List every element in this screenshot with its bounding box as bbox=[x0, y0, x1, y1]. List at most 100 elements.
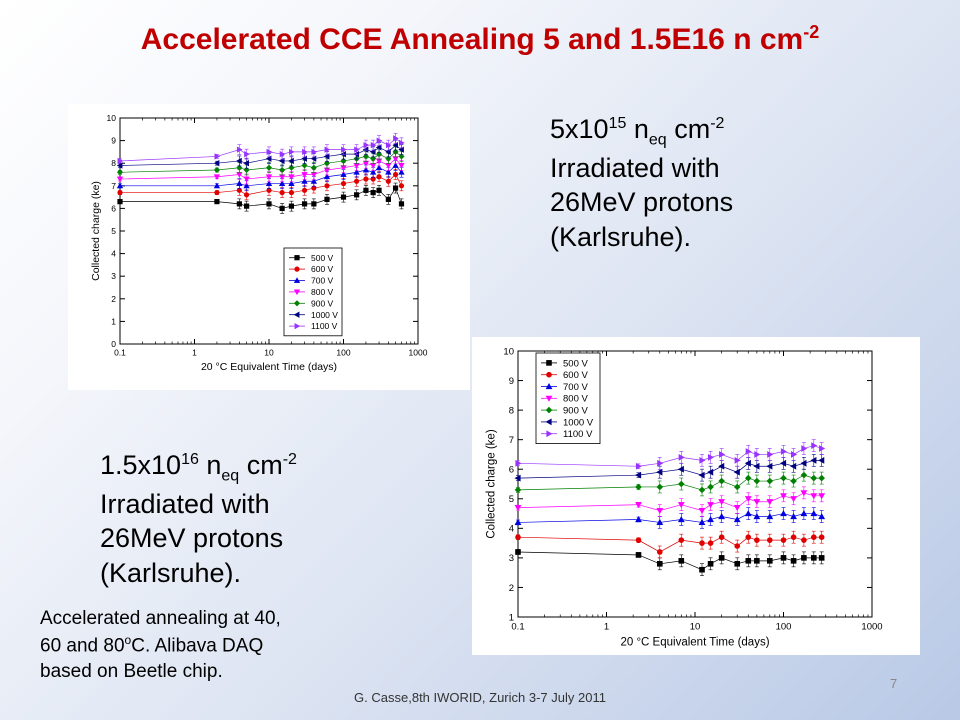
data-point bbox=[745, 448, 752, 455]
data-point bbox=[818, 513, 826, 520]
fluence-note-5e15: 5x1015 neq cm-2 Irradiated with 26MeV pr… bbox=[550, 112, 870, 255]
data-point bbox=[719, 451, 726, 458]
legend-marker bbox=[293, 289, 301, 296]
data-point bbox=[678, 454, 685, 461]
data-point bbox=[801, 537, 807, 543]
data-point bbox=[370, 155, 377, 162]
series-line bbox=[517, 536, 822, 553]
data-point bbox=[279, 151, 286, 158]
data-point bbox=[288, 174, 295, 181]
data-point bbox=[279, 189, 285, 196]
data-point bbox=[801, 445, 808, 452]
data-point bbox=[370, 189, 376, 196]
degree-sup: o bbox=[124, 632, 132, 647]
data-point bbox=[718, 462, 725, 470]
legend-label: 800 V bbox=[563, 394, 588, 405]
data-point bbox=[753, 499, 761, 506]
data-point bbox=[310, 155, 317, 162]
fluence-eq: eq bbox=[648, 131, 667, 149]
data-point bbox=[656, 549, 663, 555]
y-tick-label: 8 bbox=[509, 405, 514, 416]
data-point bbox=[698, 486, 706, 494]
y-tick-label: 7 bbox=[509, 435, 514, 446]
slide-title-text: Accelerated CCE Annealing 5 and 1.5E16 n… bbox=[140, 23, 804, 56]
data-point bbox=[810, 474, 818, 482]
data-point bbox=[718, 499, 726, 506]
data-point bbox=[375, 151, 383, 158]
series-700-v bbox=[116, 160, 405, 192]
irradiation-line: Irradiated with bbox=[550, 152, 720, 183]
chart-5e15: 0.1 1 10 100 1000 0 1 2 3 4 5 6 7 8 9 10 20 °C Equivalen… bbox=[90, 113, 428, 373]
data-point bbox=[678, 558, 685, 564]
data-point bbox=[707, 468, 714, 476]
legend-label: 1100 V bbox=[563, 429, 593, 440]
facility-line: (Karlsruhe). bbox=[100, 557, 242, 588]
chart-panel-1-5e16: 0.1 1 10 100 1000 1 2 3 4 5 6 7 8 9 10 20 °C Equivalent… bbox=[472, 337, 920, 655]
data-point bbox=[800, 471, 808, 479]
series-line bbox=[119, 151, 402, 173]
data-point bbox=[354, 192, 360, 198]
data-point bbox=[243, 192, 250, 198]
data-point bbox=[398, 201, 405, 207]
data-point bbox=[363, 187, 369, 193]
data-point bbox=[117, 189, 123, 196]
data-point bbox=[376, 137, 383, 144]
data-point bbox=[301, 187, 308, 193]
data-point bbox=[279, 205, 285, 211]
legend-marker bbox=[293, 311, 300, 318]
data-point bbox=[780, 448, 787, 455]
series-1000-v bbox=[514, 454, 825, 482]
fluence-unit: cm bbox=[666, 114, 711, 144]
data-point bbox=[214, 153, 221, 160]
x-axis-label: 20 °C Equivalent Time (days) bbox=[620, 637, 769, 649]
data-point bbox=[353, 168, 360, 175]
data-point bbox=[354, 146, 360, 153]
data-point bbox=[324, 146, 331, 153]
data-point bbox=[243, 182, 250, 189]
data-point bbox=[385, 141, 392, 149]
data-point bbox=[288, 157, 294, 165]
data-point bbox=[818, 493, 826, 500]
data-point bbox=[707, 540, 714, 546]
data-point bbox=[635, 483, 642, 491]
data-point bbox=[236, 180, 243, 186]
data-point bbox=[790, 496, 797, 503]
x-axis-label: 20 °C Equivalent Time (days) bbox=[201, 361, 337, 373]
data-point bbox=[818, 456, 825, 464]
fluence-unit-exponent: -2 bbox=[710, 115, 725, 132]
data-point bbox=[699, 456, 706, 464]
data-point bbox=[311, 201, 317, 207]
data-point bbox=[399, 139, 405, 147]
series-700-v bbox=[514, 507, 826, 529]
data-point bbox=[302, 148, 308, 156]
data-point bbox=[766, 558, 773, 564]
data-point bbox=[398, 146, 404, 153]
data-point bbox=[733, 468, 740, 476]
chart-panel-5e15: 0.1 1 10 100 1000 0 1 2 3 4 5 6 7 8 9 10 20 °C Equivalen… bbox=[68, 104, 470, 390]
data-point bbox=[398, 153, 405, 160]
data-point bbox=[656, 468, 663, 476]
data-point bbox=[734, 561, 741, 567]
data-point bbox=[635, 537, 642, 543]
data-point bbox=[323, 160, 331, 167]
legend-marker bbox=[294, 255, 300, 261]
data-point bbox=[323, 153, 330, 160]
data-point bbox=[818, 534, 825, 540]
series-1100-v bbox=[117, 133, 405, 165]
data-point bbox=[398, 163, 405, 169]
data-point bbox=[301, 162, 308, 169]
data-point bbox=[698, 518, 706, 526]
y-tick-label: 9 bbox=[111, 136, 116, 146]
data-point bbox=[800, 510, 808, 517]
data-point bbox=[392, 162, 399, 168]
x-tick-label: 1000 bbox=[861, 622, 882, 633]
data-point bbox=[699, 540, 705, 546]
data-point bbox=[515, 534, 521, 540]
legend-marker bbox=[293, 300, 301, 307]
data-point bbox=[117, 157, 124, 165]
data-point bbox=[266, 201, 272, 207]
legend-label: 700 V bbox=[311, 276, 334, 286]
data-point bbox=[363, 176, 369, 182]
data-point bbox=[369, 168, 377, 175]
